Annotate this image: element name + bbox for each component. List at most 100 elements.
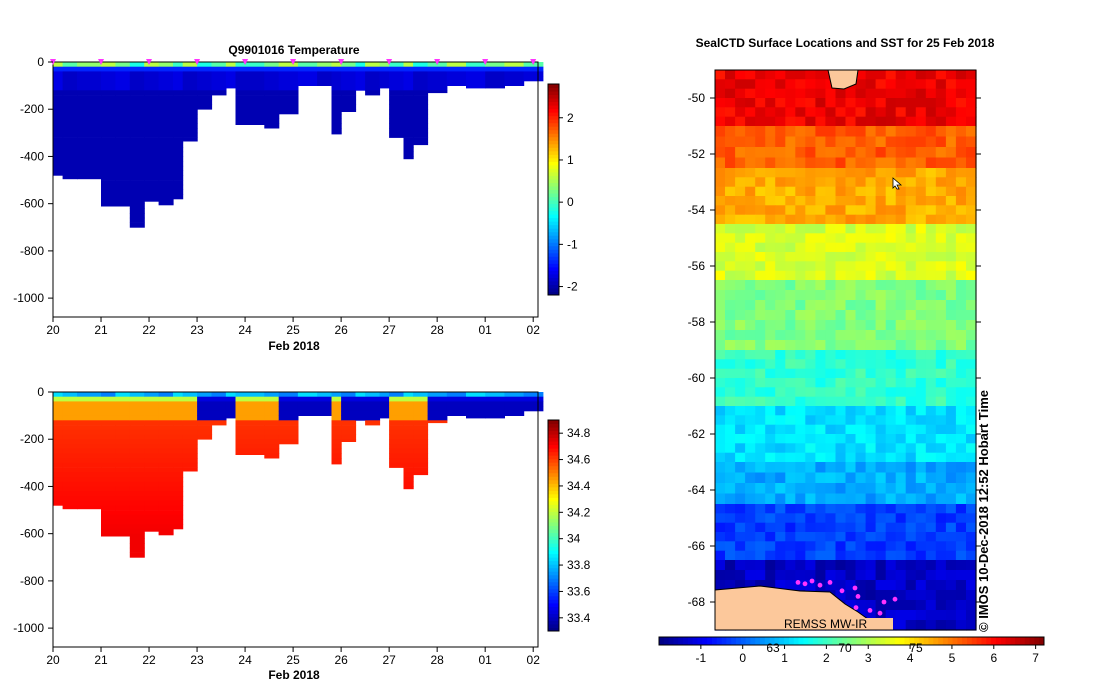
sst-cell xyxy=(966,147,977,159)
section-cell xyxy=(403,123,414,129)
section-cell xyxy=(158,495,174,501)
section-cell xyxy=(427,420,448,424)
section-cell xyxy=(62,85,78,91)
sst-cell xyxy=(785,378,796,388)
section-cell xyxy=(158,137,174,143)
colorbar-cell xyxy=(548,122,559,127)
colorbar-cell xyxy=(548,581,559,586)
sst-cell xyxy=(765,310,776,321)
section-cell xyxy=(62,128,78,134)
section-cell xyxy=(197,396,213,402)
section-cell xyxy=(101,71,116,77)
sst-cell xyxy=(885,196,897,206)
sst-cell xyxy=(855,233,867,244)
colorbar-cell xyxy=(918,637,925,645)
sst-cell xyxy=(935,136,947,148)
sst-cell xyxy=(745,483,756,495)
section-cell xyxy=(297,76,318,82)
sst-cell xyxy=(945,387,957,398)
sst-cell xyxy=(945,368,957,379)
section-cell xyxy=(341,71,357,77)
sst-cell xyxy=(885,493,897,505)
section-cell xyxy=(466,76,486,82)
colorbar-cell xyxy=(548,616,559,621)
sst-cell xyxy=(715,513,726,524)
sst-cell xyxy=(935,493,947,505)
sst-cell xyxy=(915,147,927,159)
section-cell xyxy=(158,123,174,129)
sst-cell xyxy=(915,434,927,444)
sst-cell xyxy=(865,483,877,495)
sst-cell xyxy=(895,280,907,291)
section-cell xyxy=(264,76,280,82)
section-cell xyxy=(182,415,198,421)
sst-cell xyxy=(845,320,857,331)
sst-cell xyxy=(785,157,796,169)
sst-cell xyxy=(865,462,877,474)
sst-cell xyxy=(885,434,897,444)
section-cell xyxy=(235,406,265,412)
colorbar-cell xyxy=(899,637,905,645)
section-cell xyxy=(129,170,145,176)
sst-cell xyxy=(955,590,967,601)
section-cell xyxy=(53,161,64,167)
section-cell xyxy=(144,118,160,124)
sst-cell xyxy=(745,233,756,244)
section-cell xyxy=(403,95,414,101)
section-cell xyxy=(62,495,78,501)
sst-cell xyxy=(895,406,907,416)
sst-cell xyxy=(775,290,786,301)
sst-cell xyxy=(945,443,957,454)
section-cell xyxy=(144,429,160,435)
section-cell xyxy=(504,396,525,402)
section-cell xyxy=(62,410,78,416)
sst-cell xyxy=(905,136,917,148)
section-cell xyxy=(101,500,116,506)
sst-cell xyxy=(885,280,897,291)
sst-cell xyxy=(735,493,746,505)
section-cell xyxy=(53,481,64,487)
sst-cell xyxy=(925,136,937,148)
colorbar-cell xyxy=(962,637,968,645)
sst-cell xyxy=(825,378,836,388)
sst-cell xyxy=(775,330,786,341)
sst-cell xyxy=(885,107,897,118)
sst-cell xyxy=(835,233,847,244)
sst-cell xyxy=(775,541,786,552)
sst-cell xyxy=(865,310,877,321)
section-cell xyxy=(62,406,78,412)
section-cell xyxy=(235,392,265,398)
sst-cell xyxy=(805,504,816,514)
sst-cell xyxy=(966,186,977,197)
section-cell xyxy=(53,401,64,407)
sst-cell xyxy=(855,340,867,351)
section-cell xyxy=(144,396,160,402)
section-cell xyxy=(379,392,390,398)
section-cell xyxy=(413,439,429,445)
sst-cell xyxy=(895,214,907,225)
sst-cell xyxy=(915,570,927,581)
sst-cell xyxy=(755,483,766,495)
sst-cell xyxy=(815,98,826,108)
sst-cell xyxy=(966,443,977,454)
section-cell xyxy=(158,524,174,530)
sst-cell xyxy=(905,513,917,524)
sst-cell xyxy=(805,550,816,561)
sst-cell xyxy=(735,147,746,159)
section-cell xyxy=(144,156,160,162)
sst-cell xyxy=(815,560,826,571)
cursor-icon xyxy=(892,177,903,190)
sst-cell xyxy=(765,406,776,416)
sst-cell xyxy=(815,310,826,321)
section-cell xyxy=(197,420,213,426)
sst-cell xyxy=(835,88,847,99)
section-cell xyxy=(264,453,280,459)
section-cell xyxy=(144,66,160,72)
section-cell xyxy=(129,491,145,497)
sst-cell xyxy=(775,415,786,426)
sst-cell xyxy=(885,600,897,611)
section-cell xyxy=(173,80,184,86)
sst-cell xyxy=(735,79,746,90)
colorbar-cell xyxy=(548,189,559,194)
section-cell xyxy=(101,528,116,534)
